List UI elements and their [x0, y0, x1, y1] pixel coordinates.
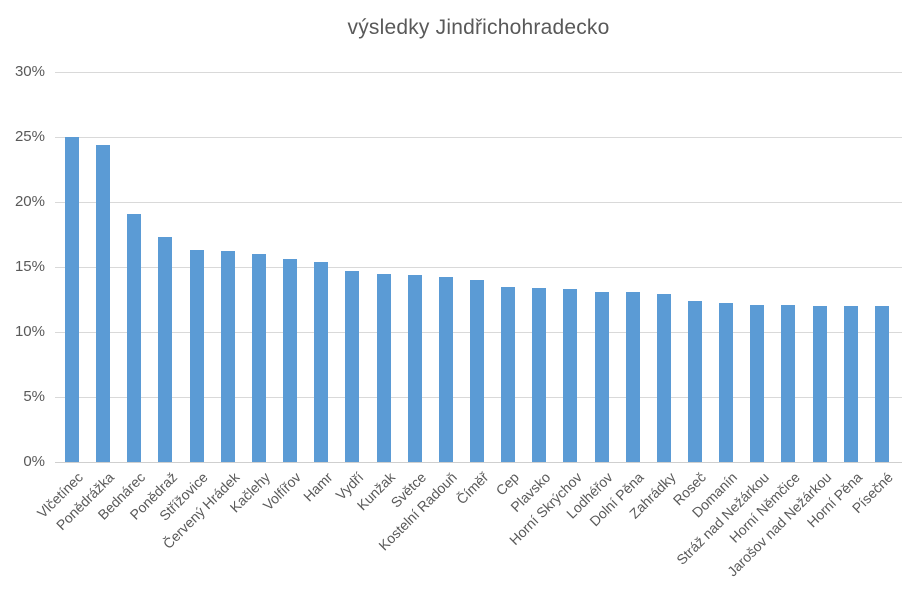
bar	[407, 274, 422, 462]
y-tick-label: 10%	[14, 323, 45, 340]
bar	[563, 289, 578, 462]
y-tick-label: 20%	[14, 193, 45, 210]
y-tick-label: 15%	[14, 258, 45, 275]
bar	[345, 270, 360, 462]
bar	[532, 287, 547, 462]
y-tick-label: 30%	[14, 63, 45, 80]
gridline	[55, 137, 902, 138]
bar	[501, 286, 516, 462]
bar	[594, 291, 609, 462]
x-tick-label: Číměř	[452, 469, 492, 508]
bar	[314, 261, 329, 462]
bar	[688, 300, 702, 462]
bar	[158, 237, 173, 462]
y-tick-label: 0%	[23, 453, 45, 470]
y-tick-label: 5%	[23, 388, 45, 405]
bar	[189, 250, 204, 462]
bar	[376, 273, 391, 462]
bar	[843, 306, 858, 462]
bar	[719, 303, 734, 462]
bar	[750, 304, 765, 462]
bar	[220, 251, 235, 462]
bar	[251, 254, 266, 462]
bar	[127, 213, 142, 462]
y-tick-label: 25%	[14, 128, 45, 145]
bar	[438, 277, 453, 462]
gridline	[55, 267, 902, 268]
gridline	[55, 72, 902, 73]
gridline	[55, 202, 902, 203]
bar	[469, 280, 484, 462]
bar	[65, 137, 79, 462]
bar	[283, 259, 298, 462]
x-tick-label: Hamr	[299, 469, 336, 505]
x-axis-line	[55, 462, 902, 463]
bar	[812, 306, 827, 462]
bar	[781, 304, 796, 462]
bar	[656, 294, 671, 462]
bar	[625, 291, 640, 462]
chart-title: výsledky Jindřichohradecko	[347, 16, 610, 39]
bar	[874, 306, 889, 462]
bar	[96, 144, 111, 462]
